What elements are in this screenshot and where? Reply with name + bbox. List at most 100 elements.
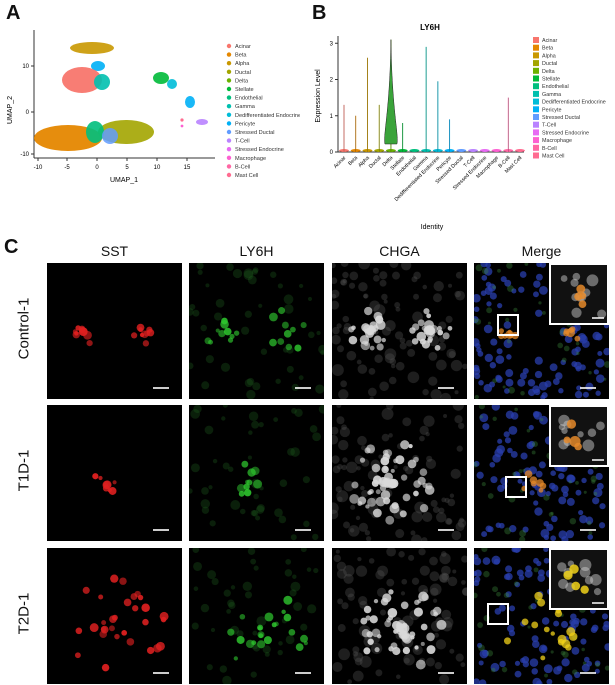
umap-legend-swatch: [226, 104, 232, 109]
umap-legend-label: Stressed Ductal: [235, 130, 274, 136]
row-header-t1d: T1D-1: [15, 449, 33, 492]
panel-a-letter: A: [6, 2, 21, 24]
violin-legend-swatch: [533, 60, 539, 67]
umap-xtick-label: 0: [95, 165, 99, 171]
violin-legend-swatch: [533, 37, 539, 43]
umap-legend-swatch: [226, 78, 232, 83]
violin-legend-swatch: [533, 152, 539, 159]
micrograph-t1d-1-merge: [474, 405, 609, 541]
row-header-control: Control-1: [15, 297, 33, 360]
violin-legend-swatch: [533, 137, 539, 144]
cluster-stellate: [153, 72, 169, 84]
violin-legend-swatch: [533, 90, 539, 97]
panel-b-letter: B: [312, 2, 327, 24]
violin-legend-label: Gamma: [542, 92, 561, 98]
umap-legend-swatch: [226, 52, 232, 57]
umap-plot: 10 0 -10 -10 -5 0 5 10 15 UMAP_2 UMAP_1 Acinar B…: [7, 30, 300, 184]
umap-legend-swatch: [226, 112, 232, 118]
violin-legend-label: Dedifferentiated Endocrine: [542, 100, 606, 106]
umap-legend-swatch: [226, 95, 232, 100]
violin-base: [409, 149, 420, 152]
violin-legend-label: T-Cell: [542, 123, 556, 129]
violin-legend-swatch: [533, 75, 539, 82]
cluster-mast: [180, 118, 184, 122]
umap-legend-label: Ductal: [235, 70, 251, 76]
violin-legend-swatch: [533, 144, 539, 151]
umap-legend-swatch: [226, 147, 232, 152]
micrograph-control-1-chga: [332, 263, 467, 399]
cluster-macrophage: [185, 96, 195, 108]
cluster-endothelial: [167, 79, 177, 89]
umap-legend-label: Stressed Endocrine: [235, 147, 284, 153]
violin-legend-swatch: [533, 67, 539, 74]
violin-legend-label: Stressed Endocrine: [542, 130, 589, 136]
violin-legend-label: B-Cell: [542, 146, 557, 152]
umap-xtick-label: -5: [64, 165, 70, 171]
micrograph-t2d-1-chga: [332, 548, 467, 684]
violin-ytick-label: 1: [330, 114, 334, 120]
zoom-selection-box: [487, 603, 509, 625]
umap-legend-swatch: [226, 164, 232, 169]
umap-legend: Acinar Beta Alpha Ductal Delta Stellate Endoth…: [226, 43, 300, 179]
col-header-merge: Merge: [521, 243, 562, 259]
violin-legend-label: Alpha: [542, 53, 556, 59]
micrograph-t1d-1-chga: [332, 405, 467, 541]
violin-legend-label: Mast Cell: [542, 154, 564, 160]
violin-ytick-label: 0: [330, 150, 334, 156]
violin-legend-label: Ductal: [542, 61, 557, 67]
micrograph-t1d-1-ly6h: [189, 405, 324, 541]
umap-legend-swatch: [226, 155, 232, 160]
violin-base: [515, 149, 525, 152]
micrograph-t2d-1-merge: [474, 548, 609, 684]
violin-legend-swatch: [533, 98, 539, 105]
umap-legend-label: Gamma: [235, 104, 256, 110]
violin-y-label: Expression Level: [315, 69, 322, 123]
umap-legend-swatch: [226, 86, 232, 92]
micrograph-t2d-1-ly6h: [189, 548, 324, 684]
micrograph-control-1-ly6h: [189, 263, 324, 399]
umap-legend-label: Pericyte: [235, 121, 255, 127]
row-header-t2d: T2D-1: [15, 592, 33, 635]
umap-xtick-label: -10: [34, 165, 43, 171]
violin-legend-swatch: [533, 44, 539, 51]
umap-legend-label: T-Cell: [235, 139, 250, 145]
violin-legend-label: Endothelial: [542, 84, 569, 90]
violin-xtick-label: Ductal: [368, 155, 383, 170]
violin-ytick-label: 2: [330, 78, 334, 84]
violin-legend-label: Beta: [542, 46, 553, 52]
violin-legend-swatch: [533, 106, 539, 113]
cluster-alpha: [70, 42, 114, 54]
umap-xtick-label: 10: [154, 165, 161, 171]
cluster-delta: [86, 121, 104, 143]
umap-legend-swatch: [226, 129, 232, 135]
umap-legend-label: Macrophage: [235, 156, 266, 162]
umap-legend-swatch: [226, 69, 232, 74]
umap-legend-swatch: [226, 172, 232, 178]
violin-legend-label: Delta: [542, 69, 555, 75]
violin-legend-label: Macrophage: [542, 138, 572, 144]
umap-legend-label: Delta: [235, 78, 249, 84]
violin-xtick-label: Beta: [347, 155, 359, 167]
violin-base: [479, 149, 490, 152]
umap-y-label: UMAP_2: [7, 96, 14, 124]
umap-legend-label: Endothelial: [235, 96, 263, 102]
violin-legend-swatch: [533, 121, 539, 128]
umap-ytick-label: 0: [26, 110, 30, 116]
zoom-selection-box: [497, 314, 519, 336]
umap-legend-label: Stellate: [235, 87, 254, 93]
violin-x-label: Identity: [421, 224, 444, 231]
umap-x-label: UMAP_1: [110, 177, 138, 184]
umap-legend-swatch: [226, 61, 232, 66]
panel-c-letter: C: [4, 236, 19, 258]
umap-ytick-label: -10: [20, 152, 29, 158]
col-header-chga: CHGA: [379, 243, 420, 259]
umap-legend-label: Dedifferentiated Endocrine: [235, 113, 300, 119]
violin-body-delta: [384, 39, 398, 145]
cluster-beta: [34, 125, 102, 151]
micrograph-t2d-1-sst: [47, 548, 182, 684]
violin-base: [468, 149, 479, 152]
violin-legend-swatch: [533, 83, 539, 90]
umap-legend-label: Beta: [235, 53, 247, 59]
zoom-selection-box: [505, 476, 527, 498]
